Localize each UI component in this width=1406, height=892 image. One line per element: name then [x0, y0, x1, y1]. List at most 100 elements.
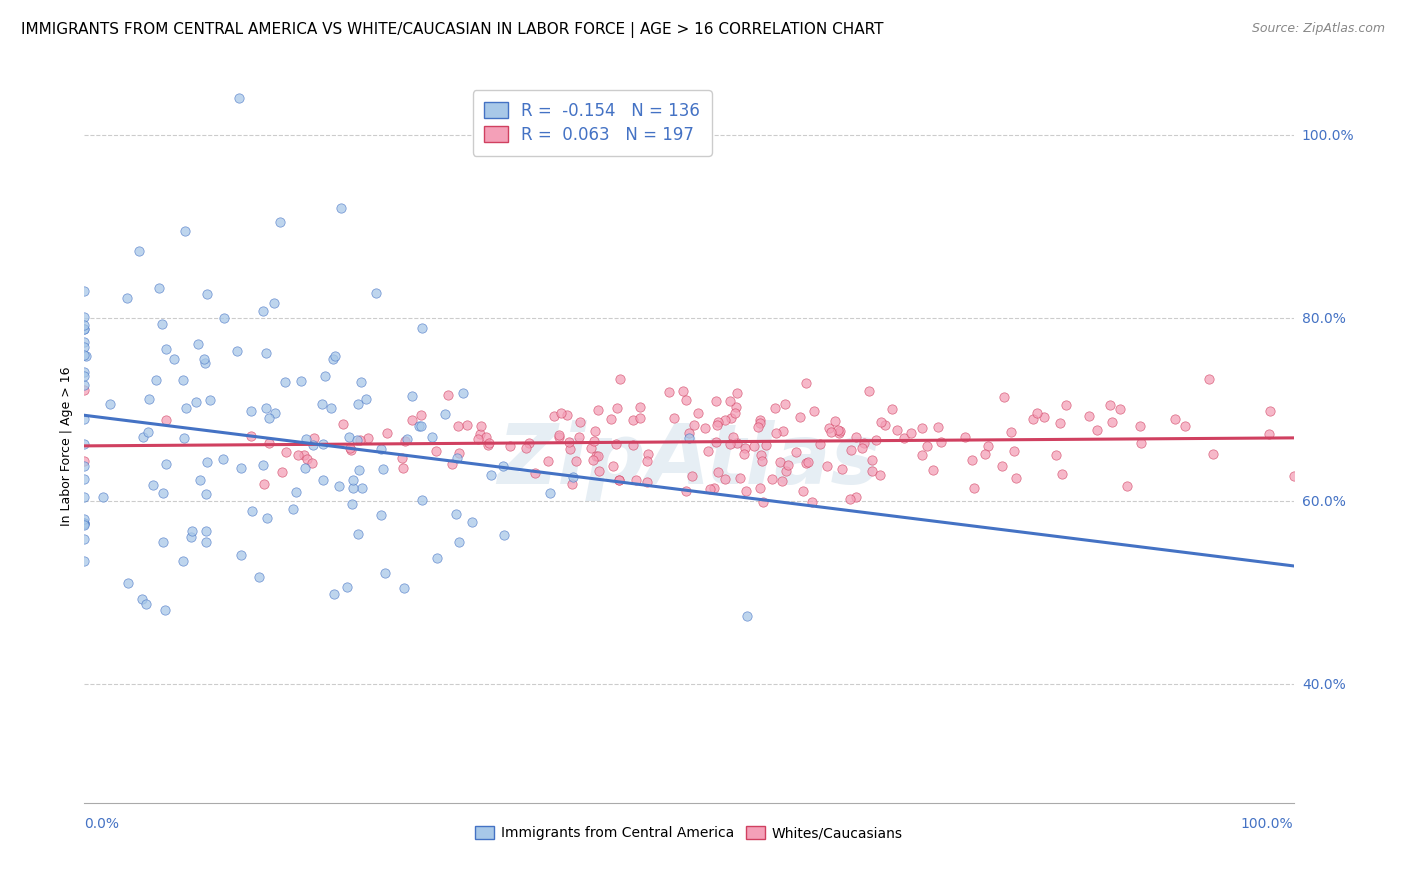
Point	[1002, 444, 1025, 458]
Point	[290, 374, 312, 388]
Point	[195, 534, 218, 549]
Point	[287, 448, 309, 462]
Point	[752, 495, 775, 509]
Point	[565, 454, 588, 468]
Point	[187, 337, 209, 351]
Point	[172, 554, 194, 568]
Point	[226, 344, 249, 359]
Point	[845, 430, 868, 444]
Point	[579, 441, 602, 455]
Point	[1164, 411, 1187, 425]
Point	[724, 400, 747, 414]
Point	[772, 424, 794, 438]
Point	[1129, 435, 1152, 450]
Point	[543, 409, 565, 424]
Point	[247, 570, 270, 584]
Point	[678, 425, 700, 440]
Point	[479, 467, 502, 482]
Point	[117, 576, 139, 591]
Y-axis label: In Labor Force | Age > 16: In Labor Force | Age > 16	[60, 367, 73, 525]
Point	[581, 453, 603, 467]
Point	[900, 425, 922, 440]
Point	[73, 516, 96, 530]
Point	[322, 587, 344, 601]
Point	[915, 439, 938, 453]
Point	[153, 603, 176, 617]
Point	[377, 426, 399, 441]
Point	[195, 287, 218, 301]
Point	[73, 383, 96, 397]
Point	[172, 373, 194, 387]
Point	[824, 414, 846, 428]
Legend: Immigrants from Central America, Whites/Caucasians: Immigrants from Central America, Whites/…	[470, 821, 908, 846]
Point	[927, 419, 949, 434]
Point	[688, 406, 710, 420]
Point	[734, 441, 756, 455]
Point	[440, 457, 463, 471]
Point	[562, 470, 585, 484]
Point	[735, 484, 758, 499]
Point	[253, 476, 276, 491]
Point	[211, 452, 233, 467]
Point	[184, 394, 207, 409]
Point	[426, 551, 449, 566]
Point	[517, 436, 540, 450]
Point	[330, 201, 353, 215]
Point	[434, 407, 457, 421]
Point	[73, 322, 96, 336]
Point	[239, 429, 262, 443]
Point	[820, 425, 842, 440]
Point	[312, 474, 335, 488]
Point	[718, 394, 741, 409]
Point	[155, 343, 177, 357]
Point	[446, 419, 468, 434]
Point	[128, 244, 150, 258]
Point	[1022, 412, 1045, 426]
Point	[449, 534, 471, 549]
Point	[295, 452, 318, 467]
Point	[294, 448, 316, 462]
Point	[637, 447, 659, 461]
Point	[547, 427, 569, 442]
Point	[240, 504, 263, 518]
Point	[73, 554, 96, 568]
Point	[672, 384, 695, 398]
Point	[1098, 398, 1121, 412]
Point	[602, 458, 624, 473]
Point	[468, 426, 491, 441]
Point	[911, 421, 934, 435]
Point	[929, 434, 952, 449]
Point	[257, 435, 280, 450]
Point	[449, 446, 471, 460]
Point	[392, 581, 415, 595]
Point	[792, 484, 814, 499]
Point	[281, 501, 304, 516]
Point	[401, 389, 423, 403]
Point	[725, 436, 748, 450]
Point	[339, 441, 361, 455]
Point	[73, 517, 96, 532]
Point	[558, 435, 581, 450]
Point	[873, 417, 896, 432]
Point	[555, 408, 578, 422]
Point	[720, 411, 742, 425]
Point	[839, 492, 862, 507]
Point	[401, 412, 423, 426]
Point	[681, 469, 703, 483]
Point	[425, 444, 447, 458]
Point	[73, 454, 96, 468]
Point	[350, 375, 373, 389]
Point	[73, 516, 96, 530]
Point	[1198, 372, 1220, 386]
Point	[73, 378, 96, 392]
Point	[409, 418, 432, 433]
Point	[886, 423, 908, 437]
Point	[148, 281, 170, 295]
Point	[188, 473, 211, 487]
Point	[73, 348, 96, 362]
Point	[1026, 406, 1049, 420]
Point	[453, 385, 475, 400]
Text: 0.0%: 0.0%	[84, 816, 120, 830]
Point	[73, 490, 96, 504]
Point	[212, 311, 235, 326]
